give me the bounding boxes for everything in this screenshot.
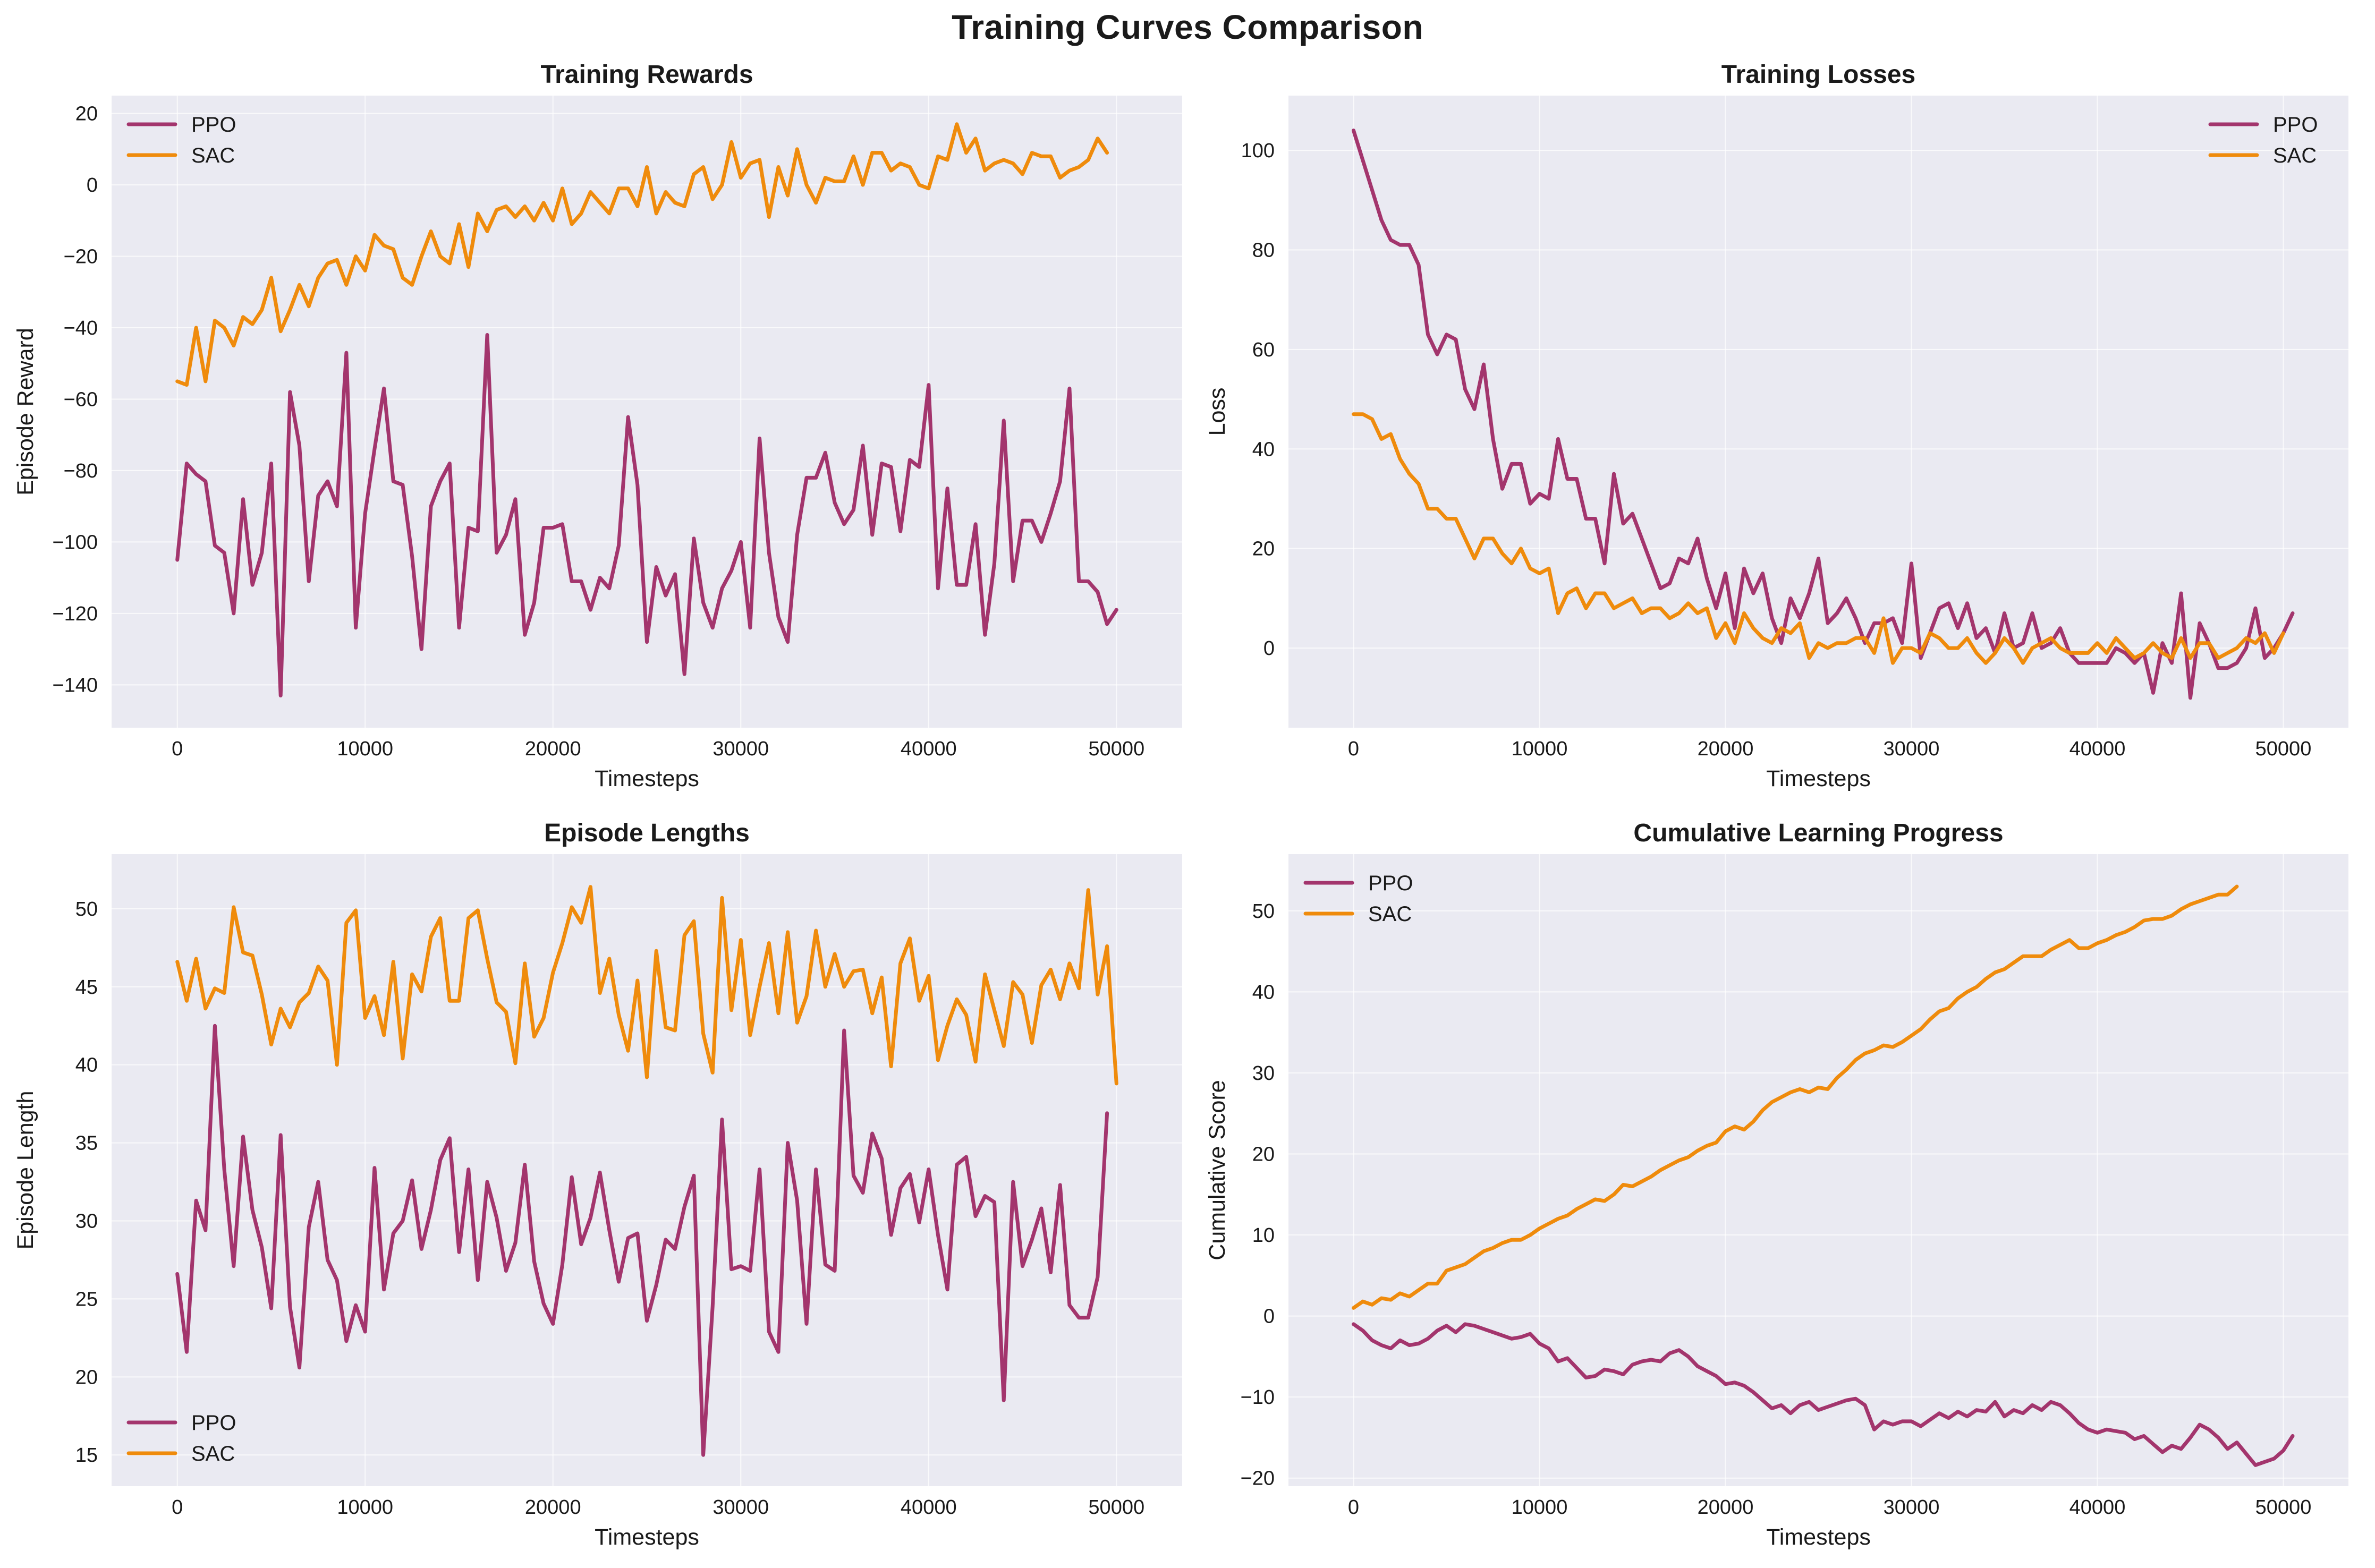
legend-label-sac: SAC: [2273, 144, 2317, 167]
x-tick-label: 40000: [901, 1496, 957, 1519]
y-tick-label: 0: [1263, 637, 1275, 660]
legend-label-ppo: PPO: [1368, 872, 1413, 895]
plot-area: [1288, 854, 2348, 1486]
x-tick-label: 30000: [1884, 1496, 1940, 1519]
legend-label-sac: SAC: [191, 1442, 235, 1465]
y-tick-label: 0: [1263, 1306, 1275, 1328]
x-tick-label: 50000: [2255, 1496, 2312, 1519]
series-line-sac: [175, 122, 1109, 387]
y-tick-label: −60: [64, 388, 98, 411]
gridlines: [1288, 96, 2348, 728]
x-tick-label: 30000: [1884, 738, 1940, 760]
x-tick-label: 50000: [2255, 738, 2312, 760]
y-tick-label: 40: [75, 1054, 98, 1077]
y-tick-label: 20: [1252, 1143, 1275, 1165]
x-axis-label: Timesteps: [1766, 1524, 1871, 1550]
legend: PPO SAC: [126, 113, 236, 167]
y-tick-label: 60: [1252, 339, 1275, 361]
x-tick-label: 50000: [1088, 738, 1144, 760]
x-axis-label: Timesteps: [595, 1524, 699, 1550]
y-tick-label: 30: [75, 1210, 98, 1232]
y-tick-label: 0: [87, 174, 98, 197]
gridlines: [1288, 854, 2348, 1486]
legend: PPO SAC: [2208, 113, 2318, 167]
y-tick-label: 50: [1252, 900, 1275, 923]
x-tick-label: 40000: [901, 738, 957, 760]
series-line-ppo: [175, 1024, 1109, 1457]
y-tick-label: 40: [1252, 981, 1275, 1003]
y-tick-label: 35: [75, 1132, 98, 1155]
x-tick-label: 10000: [1512, 1496, 1568, 1519]
x-tick-label: 0: [1348, 1496, 1359, 1519]
y-tick-label: 100: [1241, 140, 1275, 162]
y-tick-label: 80: [1252, 239, 1275, 261]
chart-title: Training Rewards: [540, 61, 753, 89]
y-tick-label: 20: [75, 1366, 98, 1388]
legend-label-sac: SAC: [1368, 902, 1412, 926]
x-tick-label: 10000: [337, 1496, 393, 1519]
y-tick-label: 20: [1252, 538, 1275, 560]
y-tick-label: 25: [75, 1288, 98, 1310]
y-tick-label: 30: [1252, 1062, 1275, 1085]
series-line-ppo: [1352, 1322, 2295, 1467]
x-tick-label: 40000: [2069, 738, 2126, 760]
legend: PPO SAC: [126, 1411, 236, 1465]
y-tick-label: −120: [52, 603, 98, 625]
chart-title: Cumulative Learning Progress: [1633, 819, 2003, 847]
chart-title: Training Losses: [1721, 61, 1915, 89]
y-axis-label: Episode Reward: [13, 328, 38, 496]
y-tick-label: 45: [75, 976, 98, 999]
y-tick-label: −20: [1241, 1468, 1275, 1490]
legend: PPO SAC: [1303, 872, 1413, 926]
legend-label-ppo: PPO: [191, 113, 236, 137]
x-tick-label: 0: [172, 1496, 183, 1519]
y-tick-label: −80: [64, 460, 98, 482]
x-tick-label: 10000: [1512, 738, 1568, 760]
y-axis-label: Loss: [1205, 388, 1230, 436]
figure-title: Training Curves Comparison: [952, 8, 1423, 46]
chart-title: Episode Lengths: [544, 819, 750, 847]
x-tick-label: 50000: [1088, 1496, 1144, 1519]
x-tick-label: 0: [172, 738, 183, 760]
x-tick-label: 20000: [525, 738, 581, 760]
series-line-sac: [1352, 412, 2285, 665]
x-tick-label: 20000: [1698, 1496, 1754, 1519]
y-tick-label: 40: [1252, 438, 1275, 461]
x-axis-label: Timesteps: [1766, 766, 1871, 791]
y-tick-label: −140: [52, 674, 98, 696]
y-axis-label: Cumulative Score: [1205, 1080, 1230, 1260]
series-line-ppo: [1352, 129, 2295, 700]
x-tick-label: 20000: [1698, 738, 1754, 760]
series-line-ppo: [175, 333, 1118, 697]
series-line-sac: [1352, 884, 2239, 1310]
y-tick-label: 20: [75, 103, 98, 125]
x-tick-label: 10000: [337, 738, 393, 760]
x-tick-label: 20000: [525, 1496, 581, 1519]
y-tick-label: 15: [75, 1444, 98, 1467]
legend-label-ppo: PPO: [191, 1411, 236, 1435]
y-axis-label: Episode Length: [13, 1091, 38, 1250]
x-tick-label: 30000: [712, 738, 769, 760]
legend-label-sac: SAC: [191, 144, 235, 167]
legend-label-ppo: PPO: [2273, 113, 2318, 137]
x-tick-label: 0: [1348, 738, 1359, 760]
series-line-sac: [175, 885, 1118, 1086]
x-tick-label: 40000: [2069, 1496, 2126, 1519]
x-tick-label: 30000: [712, 1496, 769, 1519]
y-tick-label: −100: [52, 531, 98, 553]
plot-area: [1288, 96, 2348, 728]
y-tick-label: 50: [75, 898, 98, 921]
y-tick-label: 10: [1252, 1224, 1275, 1247]
y-tick-label: −40: [64, 317, 98, 339]
y-tick-label: −20: [64, 246, 98, 268]
x-axis-label: Timesteps: [595, 766, 699, 791]
y-tick-label: −10: [1241, 1386, 1275, 1409]
